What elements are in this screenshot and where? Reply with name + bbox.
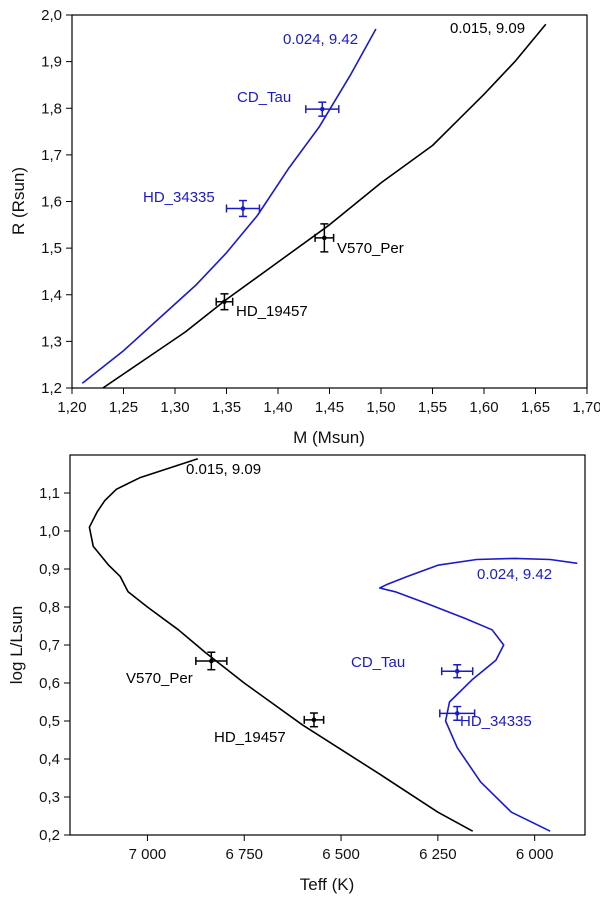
- x-tick-label: 6 750: [225, 846, 263, 863]
- series-line-blue: [81, 28, 377, 384]
- data-point-cd-tau: [440, 664, 474, 679]
- hr-diagram-x-axis-title: Teff (K): [300, 875, 354, 894]
- x-tick-label: 6 500: [322, 846, 360, 863]
- y-tick-label: 1,5: [41, 240, 62, 257]
- point-marker: [311, 717, 317, 723]
- x-tick-label: 1,25: [109, 399, 138, 416]
- y-tick-label: 2,0: [41, 7, 62, 24]
- label-hd-34335-top: HD_34335: [143, 189, 215, 206]
- data-point-hd-19457: [303, 712, 325, 728]
- mass-radius-x-ticks: 1,20 1,25 1,30 1,35 1,40 1,45 1,50 1,55 1,60 1,65…: [57, 388, 600, 416]
- data-point-cd-tau: [305, 101, 340, 117]
- mass-radius-y-axis-title: R (Rsun): [9, 167, 28, 235]
- hr-diagram-plot-frame: [69, 454, 586, 836]
- label-v570-per-top: V570_Per: [337, 240, 404, 257]
- y-tick-label: 1,8: [41, 100, 62, 117]
- y-tick-label: 1,2: [41, 380, 62, 397]
- x-tick-label: 1,45: [315, 399, 344, 416]
- data-point-v570-per: [195, 651, 228, 671]
- mass-radius-series: [81, 23, 547, 389]
- hr-diagram-points: [195, 651, 476, 728]
- y-tick-label: 1,0: [39, 523, 60, 540]
- hr-diagram-series: [88, 458, 578, 832]
- label-hd-19457-top: HD_19457: [236, 303, 308, 320]
- annotation-blue-isochrone-bottom: 0.024, 9.42: [477, 566, 552, 583]
- y-tick-label: 0,2: [39, 827, 60, 844]
- hr-diagram-y-axis-title: log L/Lsun: [7, 606, 26, 684]
- data-point-hd-34335: [439, 705, 476, 721]
- mass-radius-y-ticks: 1,2 1,3 1,4 1,5 1,6 1,7 1,8 1,9 2,0: [41, 7, 72, 397]
- label-hd-19457-bottom: HD_19457: [214, 729, 286, 746]
- x-tick-label: 1,50: [366, 399, 395, 416]
- x-tick-label: 1,70: [572, 399, 600, 416]
- y-tick-label: 0,7: [39, 637, 60, 654]
- hr-diagram-x-ticks: 7 000 6 750 6 500 6 250 6 000: [129, 835, 554, 863]
- point-marker: [240, 206, 246, 211]
- y-tick-label: 1,4: [41, 287, 62, 304]
- point-marker: [319, 106, 325, 112]
- data-point-hd-34335: [225, 199, 261, 218]
- annotation-blue-isochrone-top: 0.024, 9.42: [283, 31, 358, 48]
- y-tick-label: 1,7: [41, 147, 62, 164]
- y-tick-label: 1,1: [39, 485, 60, 502]
- y-tick-label: 1,9: [41, 54, 62, 71]
- mass-radius-points: [215, 101, 340, 311]
- label-v570-per-bottom: V570_Per: [126, 670, 193, 687]
- x-tick-label: 6 000: [516, 846, 554, 863]
- x-tick-label: 1,55: [418, 399, 447, 416]
- point-marker: [209, 658, 214, 664]
- hr-diagram-y-ticks: 0,2 0,3 0,4 0,5 0,6 0,7 0,8 0,9 1,0 1,1: [39, 485, 70, 844]
- point-marker: [322, 235, 327, 241]
- point-marker: [454, 668, 460, 674]
- x-tick-label: 1,60: [469, 399, 498, 416]
- hr-diagram-chart: 7 000 6 750 6 500 6 250 6 000 0,20,30,40,50,…: [7, 454, 586, 894]
- data-point-v570-per: [314, 223, 335, 253]
- x-tick-label: 1,35: [212, 399, 241, 416]
- x-tick-label: 1,65: [521, 399, 550, 416]
- series-line-black: [102, 23, 547, 389]
- series-line-blue: [379, 557, 578, 832]
- y-tick-label: 1,3: [41, 333, 62, 350]
- y-tick-label: 0,6: [39, 675, 60, 692]
- x-tick-label: 1,20: [57, 399, 86, 416]
- x-tick-label: 6 250: [419, 846, 457, 863]
- annotation-black-isochrone-top: 0.015, 9.09: [450, 20, 525, 37]
- point-marker: [454, 711, 460, 716]
- x-tick-label: 7 000: [129, 846, 167, 863]
- y-tick-label: 0,9: [39, 561, 60, 578]
- y-tick-label: 0,3: [39, 789, 60, 806]
- y-tick-label: 0,5: [39, 713, 60, 730]
- point-marker: [222, 299, 227, 305]
- mass-radius-chart: 1,20 1,25 1,30 1,35 1,40 1,45 1,50 1,55 1,60 1,65…: [9, 7, 600, 447]
- label-cd-tau-top: CD_Tau: [237, 89, 291, 106]
- series-line-black: [88, 458, 474, 832]
- y-tick-label: 0,8: [39, 599, 60, 616]
- y-tick-label: 1,6: [41, 194, 62, 211]
- data-point-hd-19457: [215, 293, 234, 311]
- label-cd-tau-bottom: CD_Tau: [351, 654, 405, 671]
- x-tick-label: 1,30: [160, 399, 189, 416]
- label-hd-34335-bottom: HD_34335: [460, 713, 532, 730]
- annotation-black-isochrone-bottom: 0.015, 9.09: [186, 461, 261, 478]
- mass-radius-x-axis-title: M (Msun): [293, 428, 365, 447]
- y-tick-label: 0,4: [39, 751, 60, 768]
- x-tick-label: 1,40: [263, 399, 292, 416]
